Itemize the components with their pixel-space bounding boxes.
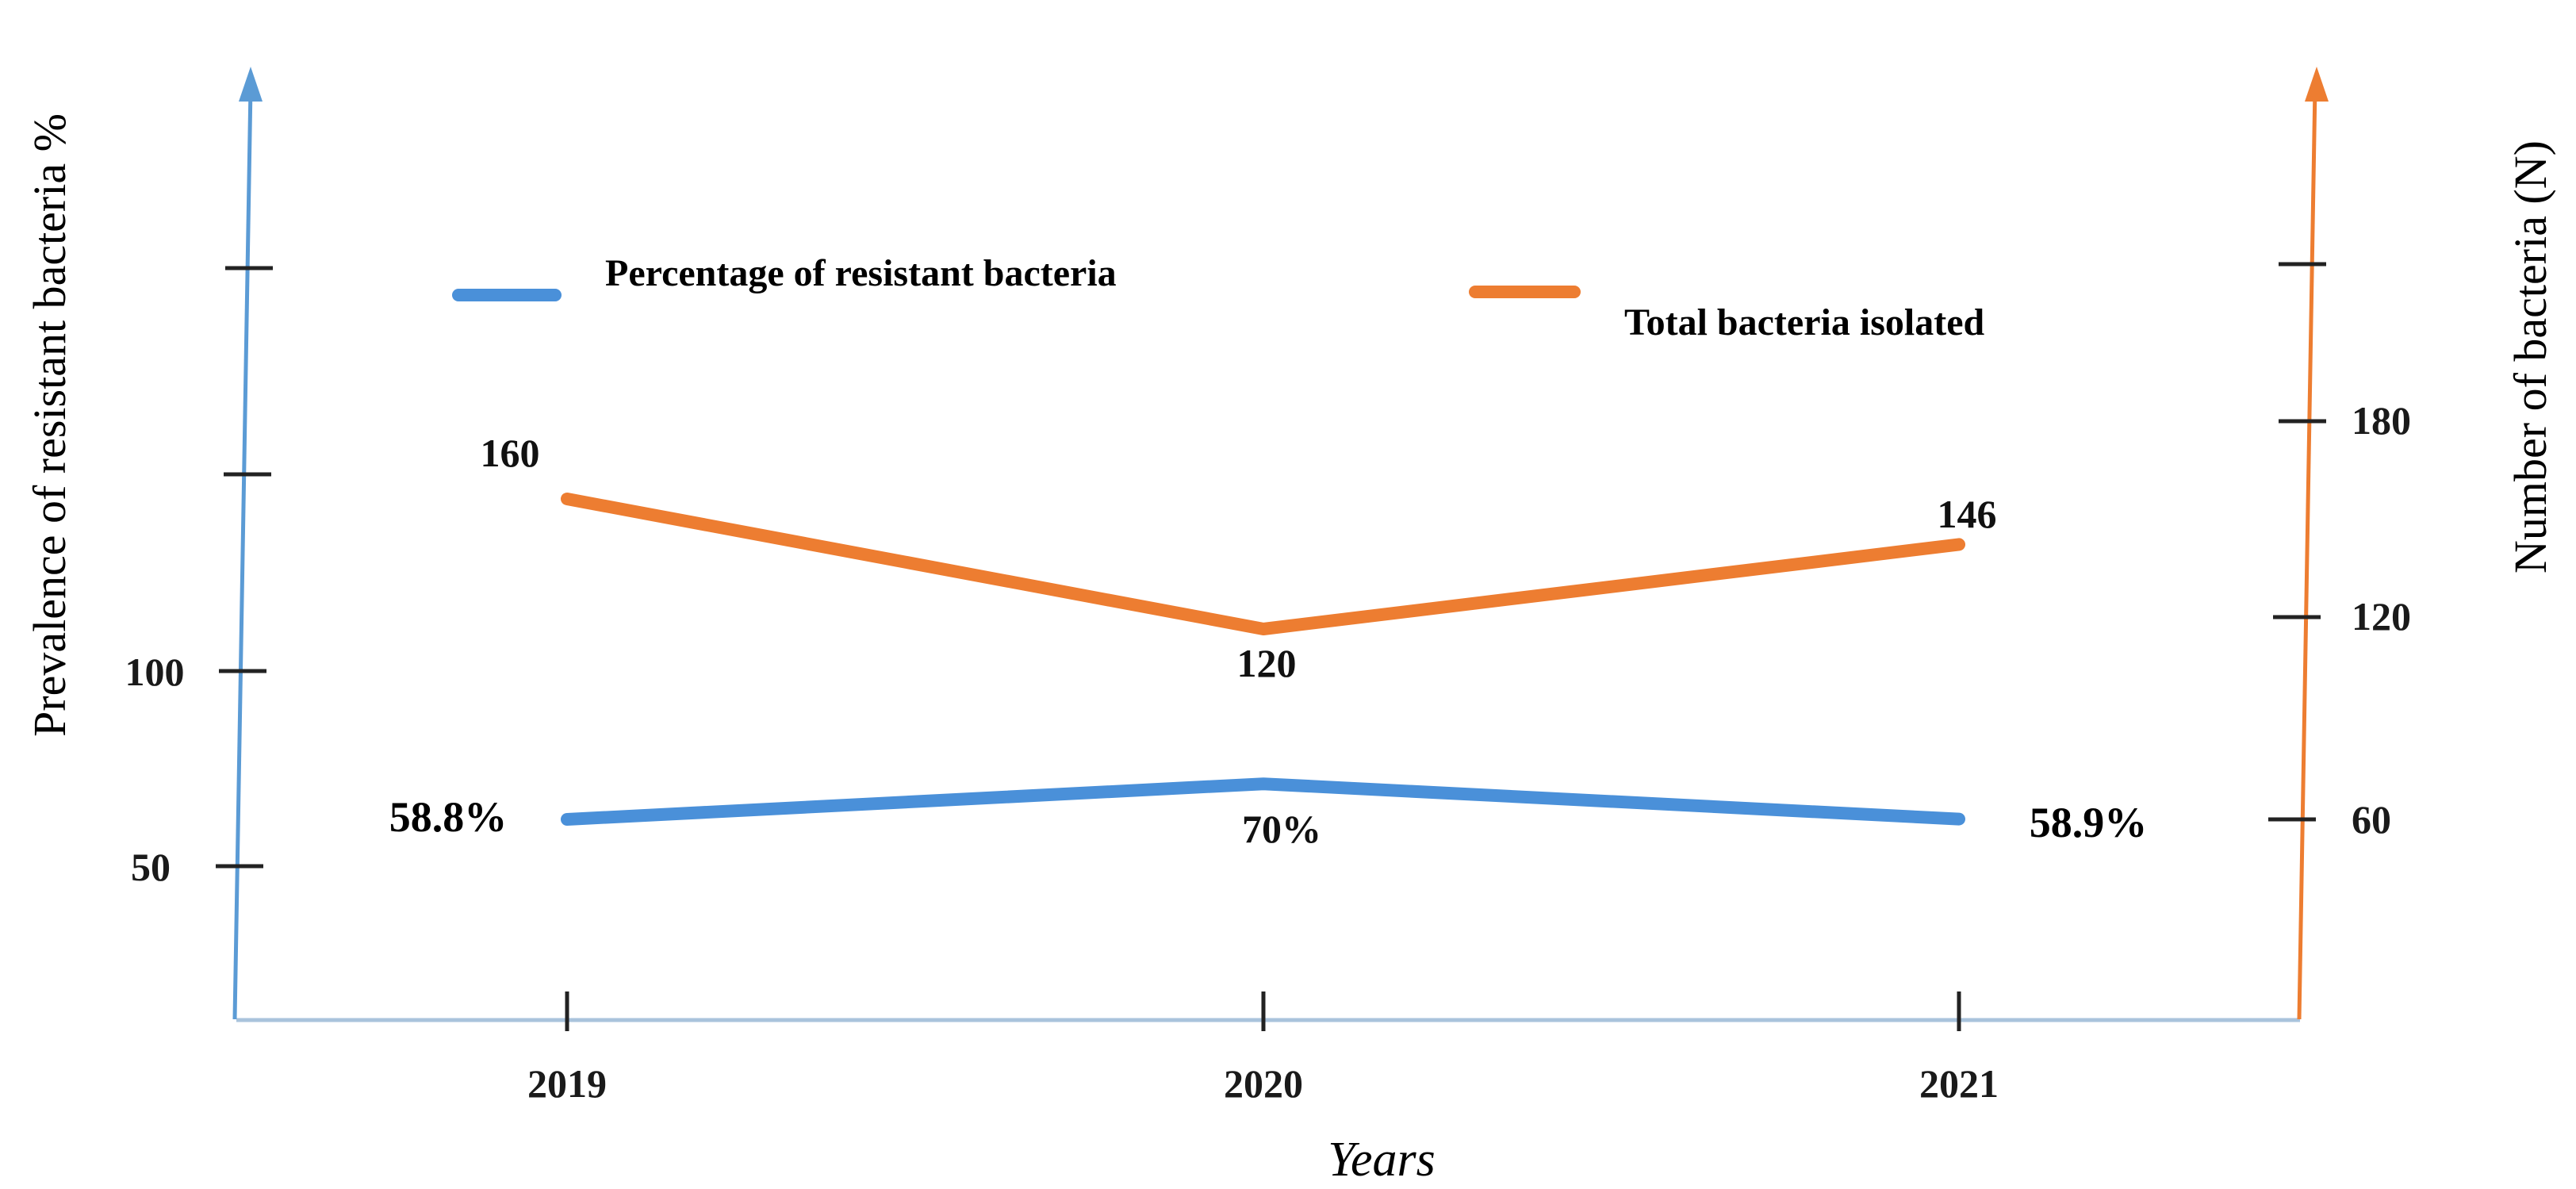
x-axis-title: Years <box>1328 1133 1436 1187</box>
x-tick-label: 2021 <box>1919 1061 1999 1106</box>
left-tick-label: 50 <box>131 845 171 889</box>
data-label-total-2019: 160 <box>481 431 540 475</box>
left-y-axis-ticks <box>216 266 273 869</box>
data-label-total-2020: 120 <box>1237 641 1297 685</box>
right-y-axis-line <box>2297 86 2317 1020</box>
left-tick-label: 100 <box>125 650 185 694</box>
right-tick-label: 180 <box>2352 398 2411 443</box>
x-tick-label: 2020 <box>1224 1061 1303 1106</box>
right-tick-label: 60 <box>2352 797 2391 842</box>
legend: Percentage of resistant bacteria Total b… <box>452 252 1985 343</box>
left-y-axis-title: Prevalence of resistant bacteria % <box>24 113 75 737</box>
right-y-axis-title: Number of bacteria (N) <box>2505 140 2556 573</box>
x-axis-ticks <box>565 991 1961 1031</box>
series-line-total-bacteria <box>561 493 1965 635</box>
data-label-total-2021: 146 <box>1938 492 1997 536</box>
right-tick-label: 120 <box>2352 594 2411 639</box>
legend-label-resistant: Percentage of resistant bacteria <box>605 252 1117 294</box>
x-tick-label: 2019 <box>527 1061 607 1106</box>
data-label-resistant-2021: 58.9% <box>2030 799 2148 846</box>
left-axis-arrow-icon <box>239 67 263 102</box>
legend-label-total: Total bacteria isolated <box>1624 301 1985 343</box>
data-label-resistant-2019: 58.8% <box>389 793 508 841</box>
series-line-resistant-percentage <box>561 777 1965 826</box>
right-axis-arrow-icon <box>2305 67 2329 102</box>
data-label-resistant-2020: 70% <box>1242 807 1321 851</box>
right-y-axis-ticks <box>2268 262 2326 822</box>
left-y-axis-line <box>232 86 253 1020</box>
